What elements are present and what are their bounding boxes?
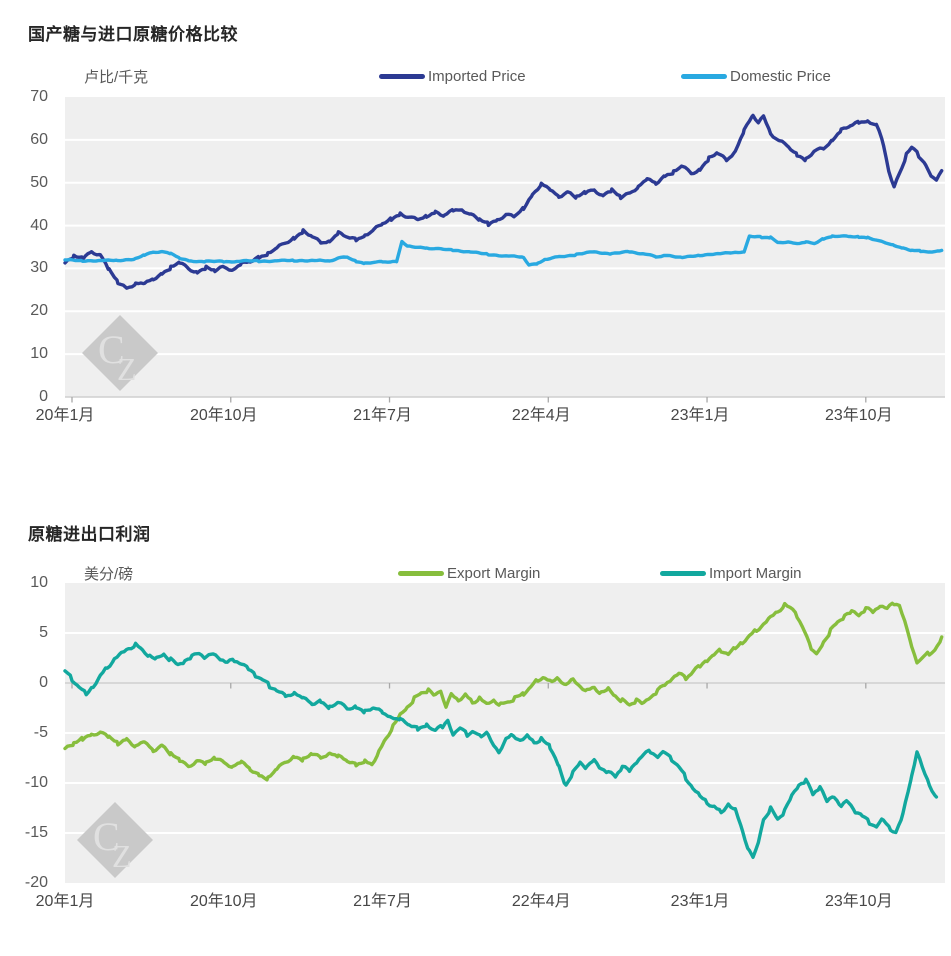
series-line-imported-price [63, 113, 944, 290]
series-line-import-margin [63, 641, 939, 859]
y-axis-unit-label: 美分/磅 [84, 566, 134, 583]
svg-text:Z: Z [117, 351, 137, 387]
x-axis-tick-label: 20年10月 [189, 407, 258, 424]
x-axis-tick-label: 23年10月 [824, 893, 893, 910]
plot-area: CZ [63, 583, 945, 883]
y-axis-tick-label: 30 [30, 259, 48, 277]
y-axis-tick-label: 0 [39, 674, 48, 691]
legend-label-domestic-price: Domestic Price [730, 67, 831, 85]
svg-text:Z: Z [112, 838, 132, 874]
legend-label-import-margin: Import Margin [709, 564, 802, 582]
series-line-export-margin [63, 601, 944, 782]
x-axis-tick-label: 21年7月 [353, 407, 412, 424]
x-axis-tick-label: 21年7月 [353, 893, 412, 910]
y-axis-tick-label: -5 [33, 724, 48, 741]
x-axis-tick-label: 20年1月 [35, 407, 95, 424]
chart-title: 国产糖与进口原糖价格比较 [28, 25, 238, 44]
domestic-price-line-icon [681, 73, 727, 79]
y-axis-tick-label: 50 [30, 173, 48, 191]
imported-price-line-icon [379, 73, 425, 79]
svg-text:C: C [98, 327, 125, 372]
legend-item-imported-price: Imported Price [379, 65, 526, 87]
cz-watermark-icon: CZ [77, 802, 153, 878]
export-margin-line-icon [398, 570, 444, 576]
series-line-domestic-price [63, 234, 944, 267]
x-axis-tick-label: 23年1月 [670, 407, 730, 424]
y-axis-unit-label: 卢比/千克 [84, 69, 149, 86]
x-axis-tick-label: 23年10月 [824, 407, 893, 424]
y-axis-tick-label: 10 [30, 574, 48, 591]
svg-text:C: C [93, 814, 120, 859]
y-axis-tick-label: -15 [24, 824, 48, 841]
y-axis-tick-label: -20 [24, 874, 48, 891]
import-margin-line-icon [660, 570, 706, 576]
legend-item-import-margin: Import Margin [660, 562, 802, 584]
x-axis-tick-label: 20年10月 [189, 893, 258, 910]
y-axis-tick-label: -10 [24, 774, 48, 791]
legend-label-export-margin: Export Margin [447, 564, 541, 582]
plot-area: CZ [63, 97, 945, 403]
y-axis-tick-label: 70 [30, 88, 48, 105]
legend-item-domestic-price: Domestic Price [681, 65, 831, 87]
y-axis-tick-label: 10 [30, 345, 48, 363]
y-axis-tick-label: 20 [30, 302, 48, 320]
y-axis-tick-label: 0 [39, 388, 48, 405]
x-axis-tick-label: 22年4月 [511, 407, 571, 424]
y-axis-tick-label: 60 [30, 130, 48, 148]
legend-item-export-margin: Export Margin [398, 562, 540, 584]
y-axis-tick-label: 5 [39, 624, 48, 641]
y-axis-tick-label: 40 [30, 216, 48, 234]
cz-watermark-icon: CZ [82, 315, 158, 391]
legend-label-imported-price: Imported Price [428, 67, 526, 85]
x-axis-tick-label: 23年1月 [670, 893, 730, 910]
x-axis-tick-label: 22年4月 [511, 893, 571, 910]
chart-title: 原糖进出口利润 [28, 525, 151, 544]
x-axis-tick-label: 20年1月 [35, 893, 95, 910]
